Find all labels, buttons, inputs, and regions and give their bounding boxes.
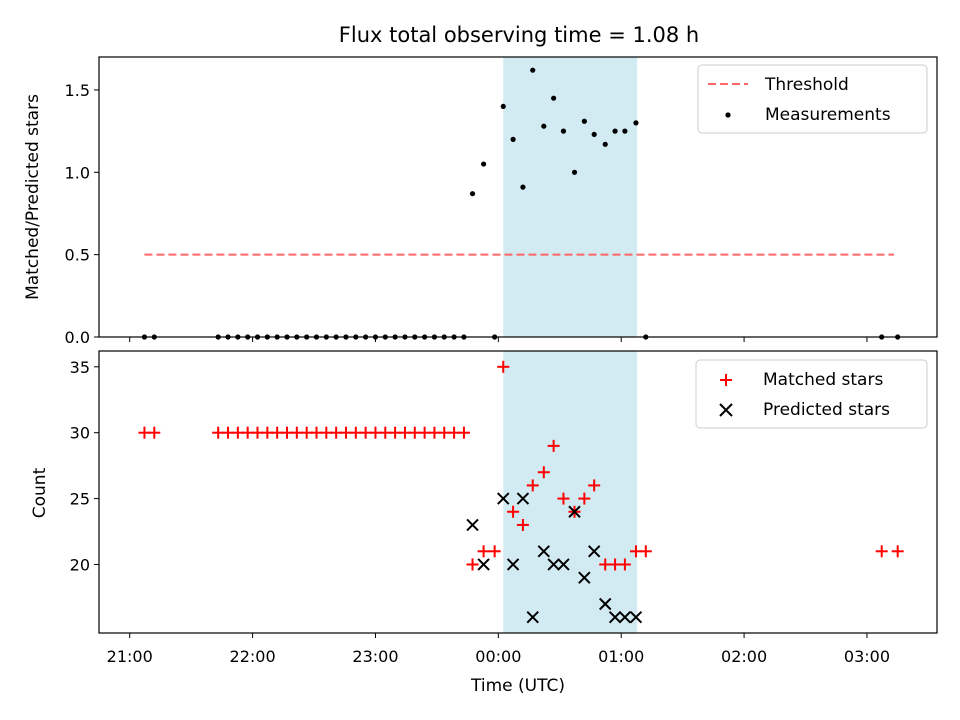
measurement-point — [571, 169, 578, 175]
bottom-legend: Matched stars Predicted stars — [695, 359, 928, 429]
predicted-star-point — [599, 597, 612, 611]
bottom-ytick-label: 35 — [70, 358, 90, 377]
matched-star-point — [507, 505, 520, 518]
matched-star-point — [618, 558, 631, 571]
chart-title: Flux total observing time = 1.08 h — [339, 23, 699, 47]
top-observing-window — [503, 57, 638, 337]
predicted-star-point — [537, 545, 551, 558]
matched-star-point — [578, 492, 591, 505]
measurement-point — [520, 184, 526, 190]
legend-measurements-swatch — [725, 112, 731, 118]
matched-star-point — [148, 426, 161, 439]
predicted-star-point — [506, 558, 520, 571]
bottom-xtick-label: 03:00 — [844, 647, 890, 666]
legend-measurements-label: Measurements — [765, 105, 891, 125]
matched-star-point — [466, 558, 479, 571]
legend-predicted-label: Predicted stars — [763, 400, 890, 420]
bottom-xtick-label: 22:00 — [230, 647, 276, 666]
bottom-ylabel: Count — [30, 467, 50, 518]
legend-matched-label: Matched stars — [763, 370, 883, 390]
predicted-star-point — [547, 558, 560, 571]
top-ytick-label: 1.5 — [65, 81, 90, 100]
legend-predicted-swatch — [719, 403, 733, 417]
measurement-point — [541, 123, 547, 129]
measurement-point — [500, 103, 506, 110]
measurement-point — [581, 118, 587, 124]
matched-star-point — [875, 545, 888, 558]
measurement-point — [591, 131, 597, 138]
matched-star-point — [891, 545, 904, 558]
predicted-star-point — [629, 610, 643, 624]
measurement-point — [633, 120, 639, 126]
predicted-star-point — [557, 558, 570, 571]
measurement-point — [480, 161, 487, 167]
legend-matched-swatch — [720, 374, 732, 386]
predicted-star-point — [568, 505, 581, 518]
measurement-point — [530, 67, 536, 73]
bottom-xlabel: Time (UTC) — [470, 676, 565, 696]
predicted-star-point — [466, 518, 479, 532]
measurement-point — [469, 191, 476, 197]
ratio-panel: Flux total observing time = 1.08 h 0.0 0.… — [23, 23, 938, 347]
predicted-star-point — [578, 571, 591, 584]
predicted-star-point — [516, 492, 530, 505]
bottom-xtick-label: 02:00 — [721, 647, 767, 666]
top-legend: Threshold Measurements — [697, 64, 928, 134]
top-ytick-label: 1.0 — [65, 163, 90, 182]
measurement-point — [612, 128, 618, 134]
bottom-ytick-label: 30 — [70, 424, 90, 443]
measurement-point — [602, 141, 608, 147]
matched-star-point — [537, 466, 550, 479]
matched-star-point — [588, 479, 601, 492]
bottom-observing-window — [503, 351, 638, 633]
top-axes-frame — [98, 56, 938, 338]
predicted-star-point — [477, 558, 490, 571]
predicted-star-point — [497, 492, 510, 505]
measurement-point — [510, 136, 516, 142]
bottom-xtick-label: 00:00 — [475, 647, 521, 666]
measurement-point — [551, 95, 557, 101]
top-ytick-label: 0.0 — [65, 328, 90, 347]
matched-star-point — [497, 360, 510, 373]
top-ytick-label: 0.5 — [65, 246, 90, 265]
bottom-axes-frame — [98, 350, 938, 634]
matched-star-point — [639, 545, 652, 558]
bottom-ytick-label: 20 — [70, 555, 90, 574]
bottom-xtick-label: 23:00 — [352, 647, 398, 666]
matched-star-point — [557, 492, 570, 505]
matched-star-point — [457, 426, 470, 439]
matched-star-point — [477, 545, 490, 558]
bottom-ytick-label: 25 — [70, 490, 90, 509]
matched-star-point — [547, 439, 560, 452]
legend-threshold-label: Threshold — [764, 75, 849, 95]
matched-star-point — [516, 518, 529, 531]
predicted-star-point — [618, 610, 632, 624]
matched-star-point — [526, 479, 539, 492]
bottom-xtick-label: 01:00 — [598, 647, 644, 666]
bottom-xtick-label: 21:00 — [107, 647, 153, 666]
top-ylabel: Matched/Predicted stars — [23, 94, 43, 300]
predicted-star-point — [526, 610, 539, 624]
matched-star-point — [488, 545, 501, 558]
measurement-point — [622, 128, 628, 134]
predicted-star-point — [587, 545, 601, 558]
count-panel: 20 25 30 35 21:00 22:00 23:00 00:00 01:00 02:00 0… — [30, 350, 938, 696]
measurement-point — [560, 128, 567, 134]
predicted-star-point — [608, 610, 622, 624]
